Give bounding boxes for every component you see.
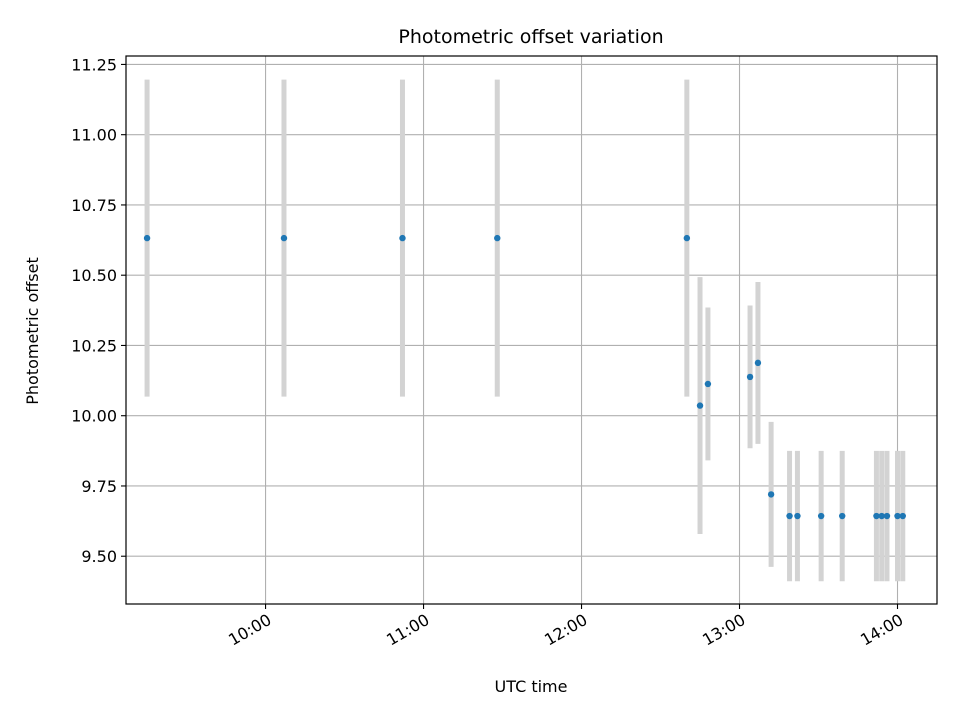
y-tick-label: 9.50: [81, 547, 117, 566]
data-point: [683, 234, 691, 242]
data-point: [817, 512, 825, 520]
x-axis-label: UTC time: [495, 677, 568, 696]
y-tick-label: 11.00: [71, 126, 117, 145]
data-point: [839, 512, 846, 520]
data-point: [767, 491, 775, 498]
data-point: [696, 402, 704, 409]
y-axis-label: Photometric offset: [23, 257, 42, 405]
grid: [126, 56, 937, 604]
y-tick-label: 10.25: [71, 336, 117, 355]
y-tick-label: 10.50: [71, 266, 117, 285]
y-tick-label: 10.00: [71, 407, 117, 426]
data-point: [794, 512, 801, 520]
data-point: [873, 512, 880, 520]
data-points: [143, 234, 906, 520]
y-axis-ticks: 9.50 9.75 10.00 10.25 10.50 10.75 11.00 11.25: [71, 55, 126, 566]
chart-title: Photometric offset variation: [398, 26, 663, 48]
data-point: [746, 373, 754, 381]
data-point: [704, 380, 712, 388]
y-tick-label: 10.75: [71, 196, 117, 215]
data-point: [878, 512, 885, 520]
y-tick-label: 9.75: [81, 477, 117, 496]
data-point: [143, 234, 151, 242]
data-point: [883, 512, 891, 520]
y-tick-label: 11.25: [71, 55, 117, 74]
data-point: [894, 512, 901, 520]
data-point: [786, 512, 793, 520]
data-point: [494, 234, 501, 242]
data-point: [399, 234, 406, 242]
data-point: [754, 359, 762, 367]
data-point: [899, 512, 906, 520]
data-point: [280, 234, 288, 242]
plot-frame: [125, 55, 938, 605]
